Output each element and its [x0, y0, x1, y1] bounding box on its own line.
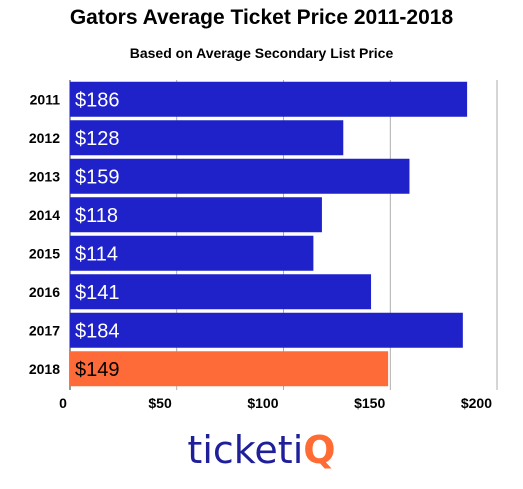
- data-label: $159: [75, 166, 120, 188]
- chart-subtitle: Based on Average Secondary List Price: [129, 45, 394, 61]
- logo-text-q: Q: [303, 428, 336, 472]
- data-label: $141: [75, 282, 120, 304]
- data-label: $118: [75, 205, 118, 227]
- data-label: $184: [75, 320, 120, 342]
- bar: [70, 81, 468, 117]
- category-label: 2014: [29, 207, 60, 223]
- ticketiq-logo: ticketiQ: [0, 428, 523, 472]
- category-label: 2016: [29, 284, 60, 300]
- data-label: $149: [75, 359, 120, 381]
- x-tick-label: $150: [354, 395, 385, 411]
- category-label: 2013: [29, 168, 60, 184]
- bar: [70, 235, 314, 271]
- x-tick-label: $100: [247, 395, 278, 411]
- data-label: $128: [75, 128, 120, 150]
- category-label: 2017: [29, 322, 60, 338]
- x-tick-label: 0: [59, 395, 67, 411]
- x-tick-label: $50: [148, 395, 172, 411]
- x-tick-label: $200: [461, 395, 492, 411]
- bar: [70, 274, 372, 310]
- category-label: 2012: [29, 130, 60, 146]
- bar: [70, 120, 344, 156]
- data-label: $114: [75, 243, 118, 265]
- bar: [70, 312, 463, 348]
- category-label: 2015: [29, 245, 60, 261]
- bar: [70, 158, 410, 194]
- data-label: $186: [75, 89, 120, 111]
- category-label: 2018: [29, 361, 60, 377]
- logo-text-ticket: ticket: [187, 428, 293, 472]
- bar: [70, 351, 389, 387]
- category-label: 2011: [30, 91, 61, 107]
- logo-text-i: i: [292, 428, 304, 472]
- bar: [70, 197, 322, 233]
- chart-title: Gators Average Ticket Price 2011-2018: [69, 6, 454, 29]
